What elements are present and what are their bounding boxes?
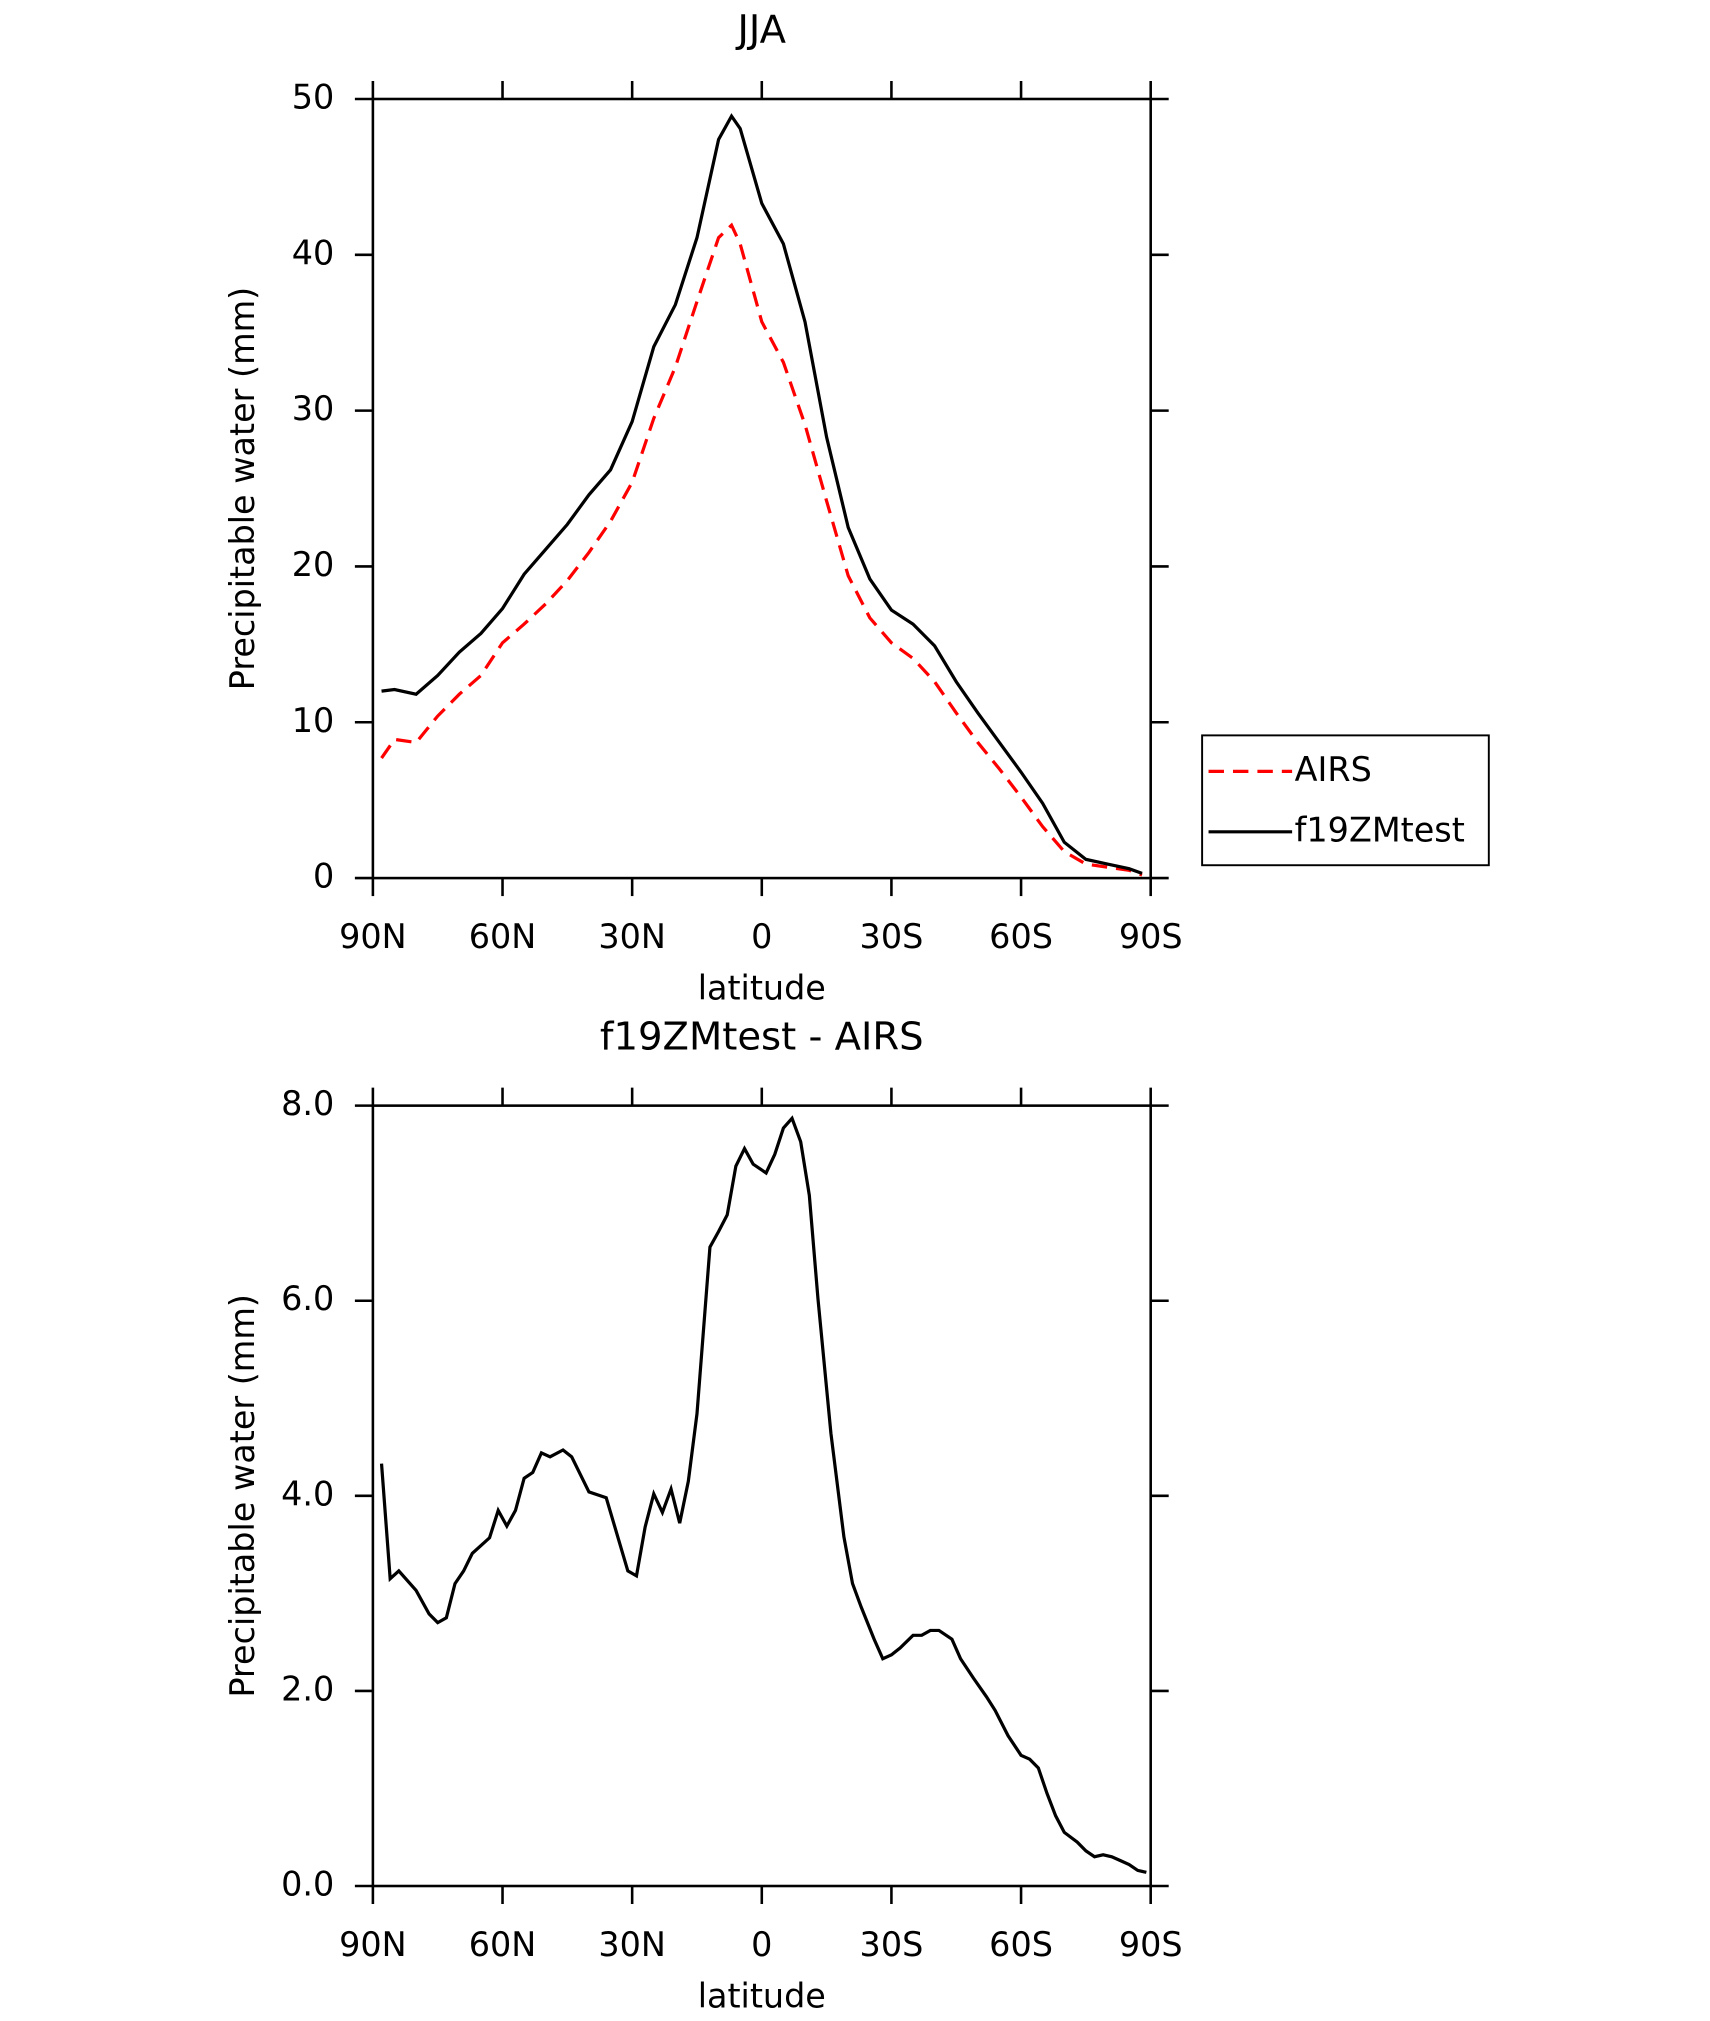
x-tick-label: 90N <box>339 917 407 956</box>
x-axis-title: latitude <box>698 968 826 1007</box>
x-tick-label: 0 <box>751 1925 772 1964</box>
y-tick-label: 2.0 <box>281 1669 334 1708</box>
x-tick-label: 60S <box>989 917 1053 956</box>
y-tick-label: 30 <box>292 389 335 428</box>
plot-frame <box>371 97 1152 880</box>
x-tick-label: 30S <box>860 917 924 956</box>
y-tick-label: 6.0 <box>281 1279 334 1318</box>
x-tick-label: 90S <box>1119 1925 1183 1964</box>
data-line <box>380 222 1143 877</box>
y-tick-label: 50 <box>292 77 335 116</box>
y-tick-label: 0.0 <box>281 1865 334 1904</box>
x-tick-label: 90N <box>339 1925 407 1964</box>
data-line <box>379 1115 1147 1874</box>
x-tick-label: 60N <box>469 1925 537 1964</box>
x-tick-label: 60S <box>989 1925 1053 1964</box>
y-tick-label: 40 <box>292 233 335 272</box>
x-tick-label: 30N <box>598 917 666 956</box>
y-tick-label: 0 <box>313 857 334 896</box>
y-tick-label: 8.0 <box>281 1084 334 1123</box>
y-tick-label: 4.0 <box>281 1474 334 1513</box>
legend-label: f19ZMtest <box>1295 810 1465 849</box>
chart-title: f19ZMtest - AIRS <box>600 1014 924 1059</box>
x-axis-title: latitude <box>698 1976 826 2015</box>
legend-box <box>1201 734 1490 867</box>
plot-frame <box>371 1104 1152 1888</box>
x-tick-label: 90S <box>1119 917 1183 956</box>
chart-title: JJA <box>736 8 787 53</box>
x-tick-label: 30N <box>598 1925 666 1964</box>
legend-label: AIRS <box>1295 750 1372 789</box>
data-line <box>381 113 1143 875</box>
y-tick-label: 10 <box>292 701 335 740</box>
y-axis-title: Precipitable water (mm) <box>223 287 262 690</box>
y-axis-title: Precipitable water (mm) <box>223 1294 262 1697</box>
x-tick-label: 0 <box>751 917 772 956</box>
y-tick-label: 20 <box>292 545 335 584</box>
x-tick-label: 60N <box>469 917 537 956</box>
x-tick-label: 30S <box>860 1925 924 1964</box>
